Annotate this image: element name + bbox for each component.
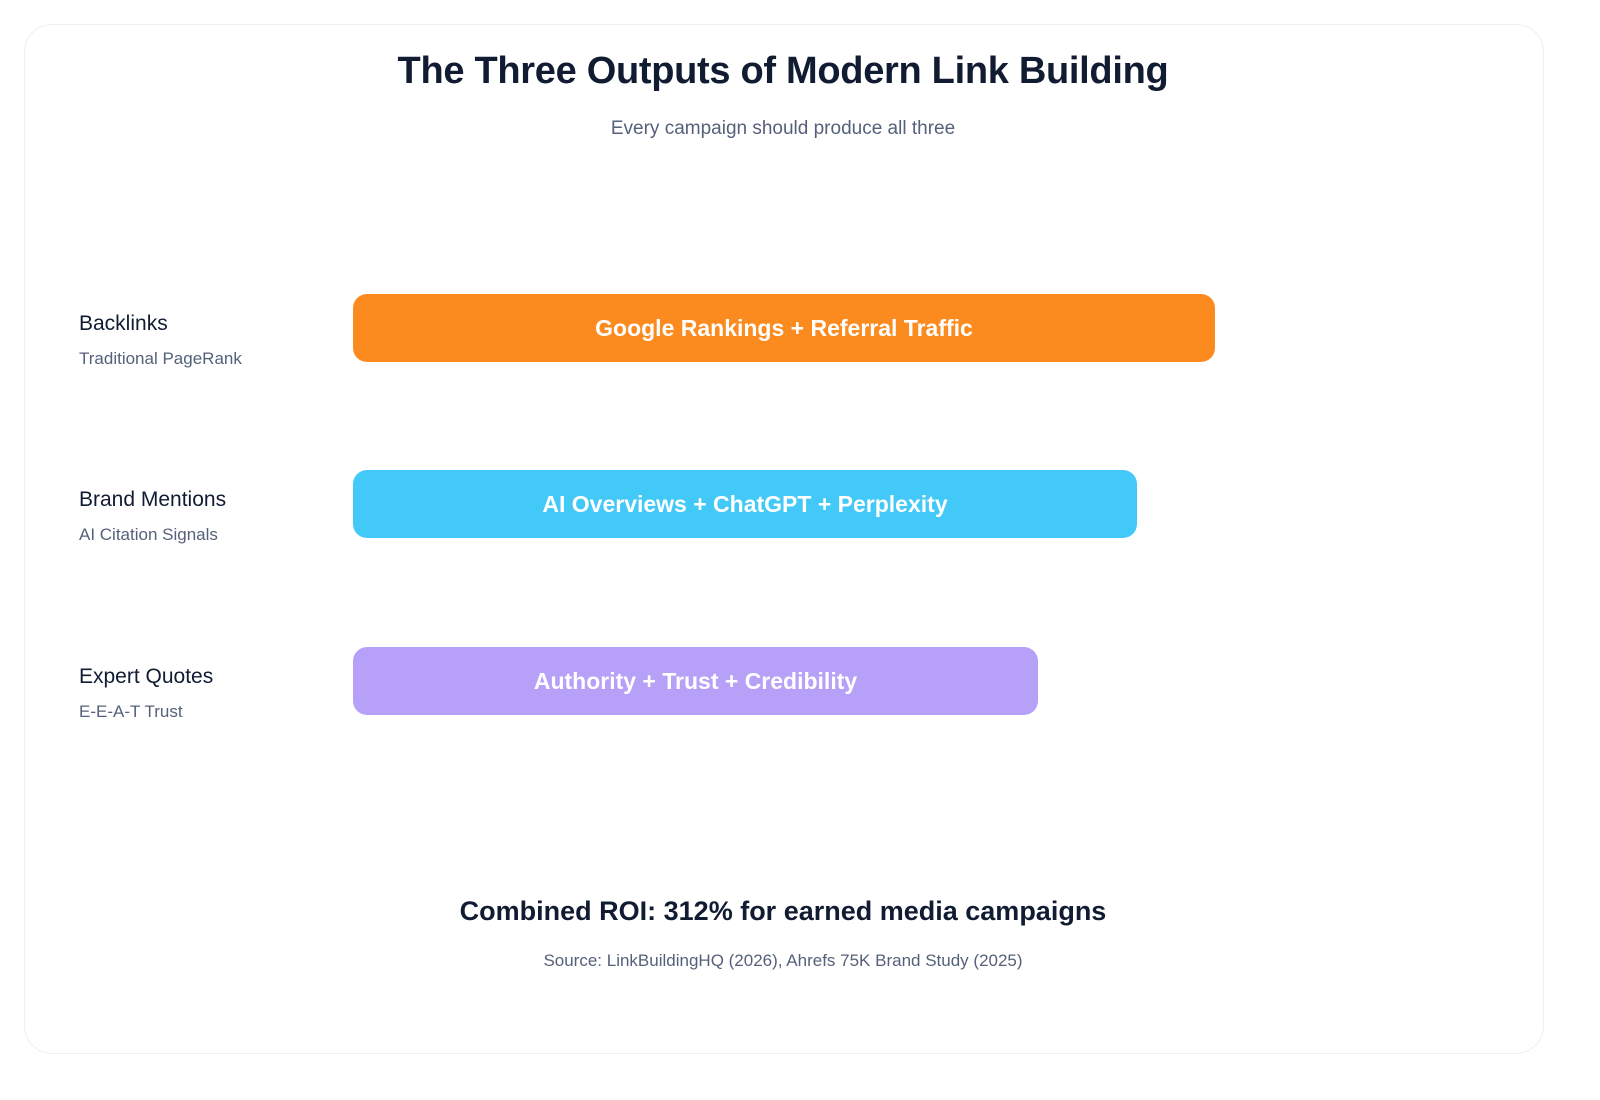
output-sublabel: AI Citation Signals [79,525,218,544]
output-bar-text: Google Rankings + Referral Traffic [595,314,973,341]
source-note: Source: LinkBuildingHQ (2026), Ahrefs 75… [543,951,1023,970]
roi-headline: Combined ROI: 312% for earned media camp… [459,896,1107,926]
output-bar-text: Authority + Trust + Credibility [533,667,858,694]
output-sublabel: Traditional PageRank [79,349,242,368]
output-row-brand-mentions: Brand Mentions AI Citation Signals AI Ov… [0,470,1600,550]
output-bar-text: AI Overviews + ChatGPT + Perplexity [542,490,948,517]
output-bar: AI Overviews + ChatGPT + Perplexity [353,470,1137,538]
page-subtitle: Every campaign should produce all three [610,118,956,139]
output-sublabel: E-E-A-T Trust [79,702,183,721]
output-label: Expert Quotes [79,665,214,688]
page-title: The Three Outputs of Modern Link Buildin… [397,50,1169,92]
output-bar: Google Rankings + Referral Traffic [353,294,1215,362]
output-label: Brand Mentions [79,488,227,511]
output-row-backlinks: Backlinks Traditional PageRank Google Ra… [0,294,1600,374]
infographic-card [24,24,1544,1054]
output-row-expert-quotes: Expert Quotes E-E-A-T Trust Authority + … [0,647,1600,727]
output-bar: Authority + Trust + Credibility [353,647,1038,715]
output-label: Backlinks [79,312,168,335]
